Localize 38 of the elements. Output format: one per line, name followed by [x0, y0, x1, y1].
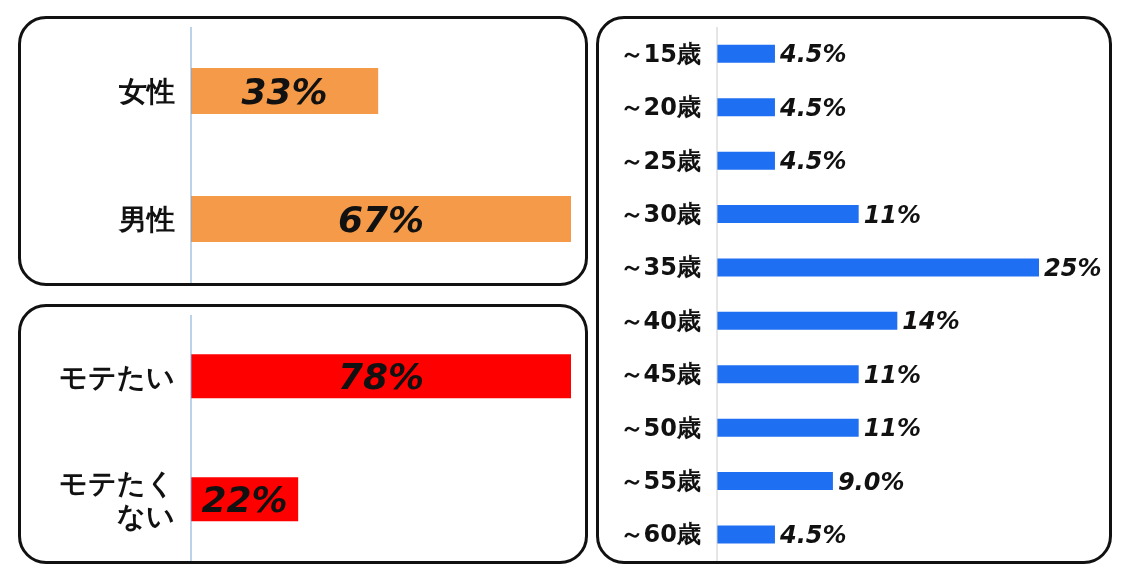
data-label: 67% — [337, 198, 425, 240]
y-tick-label: 男性 — [118, 202, 175, 236]
y-tick-label: ～45歳 — [619, 360, 701, 389]
bar — [717, 205, 859, 224]
y-tick-label: ～40歳 — [619, 306, 701, 335]
y-tick-label: ～60歳 — [619, 520, 701, 549]
bar — [717, 472, 833, 491]
bar — [717, 98, 775, 117]
data-label: 4.5% — [778, 93, 847, 122]
data-label: 25% — [1044, 253, 1102, 282]
y-tick-label: ～35歳 — [619, 253, 701, 282]
data-label: 22% — [201, 479, 288, 521]
data-label: 4.5% — [778, 40, 847, 69]
bar — [717, 258, 1039, 277]
bar — [717, 44, 775, 63]
data-label: 11% — [863, 414, 922, 443]
y-tick-label: ～50歳 — [619, 413, 701, 442]
data-label: 11% — [863, 360, 922, 389]
data-label: 9.0% — [837, 467, 905, 496]
y-tick-label: ～25歳 — [619, 146, 701, 175]
bar — [717, 151, 775, 170]
y-tick-label: モテたくない — [59, 466, 175, 533]
y-tick-label: ～30歳 — [619, 199, 701, 228]
y-tick-label: モテたい — [59, 360, 175, 393]
y-tick-label: ～55歳 — [619, 466, 701, 495]
data-label: 11% — [863, 200, 922, 229]
y-tick-label: ～20歳 — [619, 93, 701, 122]
bar — [717, 525, 775, 544]
data-label: 14% — [902, 307, 960, 336]
bar — [717, 311, 898, 330]
data-label: 4.5% — [778, 147, 847, 176]
bar — [717, 365, 859, 384]
data-label: 78% — [337, 356, 425, 398]
bar — [717, 418, 859, 437]
data-label: 4.5% — [778, 520, 847, 549]
y-tick-label: ～15歳 — [619, 39, 701, 68]
y-tick-label: 女性 — [118, 74, 175, 108]
data-label: 33% — [241, 70, 328, 112]
